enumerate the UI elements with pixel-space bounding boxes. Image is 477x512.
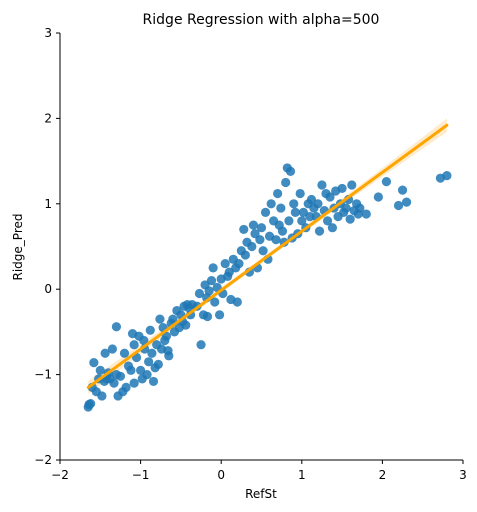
data-point: [305, 212, 315, 222]
data-point: [325, 192, 335, 202]
data-point: [361, 209, 371, 219]
y-axis-ticks: −2 −1 0 1 2 3: [34, 26, 60, 467]
data-point: [297, 216, 307, 226]
data-point: [168, 314, 178, 324]
data-point: [239, 224, 249, 235]
data-point: [397, 185, 408, 195]
y-tick-label: 1: [44, 197, 52, 211]
x-tick-label: 1: [298, 468, 306, 482]
data-point: [442, 171, 452, 181]
data-point: [126, 365, 136, 375]
data-point: [100, 348, 110, 358]
data-point: [273, 188, 283, 199]
y-tick-label: −1: [34, 368, 52, 382]
x-tick-label: 3: [459, 468, 467, 482]
data-point: [401, 197, 412, 207]
data-point: [119, 348, 130, 358]
y-axis-label: Ridge_Pred: [11, 214, 25, 281]
data-point: [317, 180, 327, 190]
data-point: [121, 382, 131, 393]
data-point: [153, 359, 163, 369]
data-point: [258, 246, 268, 256]
data-point: [234, 258, 244, 269]
data-point: [248, 220, 259, 230]
data-point: [341, 203, 351, 213]
data-point: [290, 207, 300, 217]
data-point: [208, 263, 218, 273]
x-axis-label: RefSt: [245, 487, 277, 501]
data-point: [109, 378, 119, 388]
data-point: [284, 216, 294, 226]
data-point: [206, 276, 217, 286]
data-point: [295, 188, 305, 199]
data-point: [148, 376, 159, 387]
data-point: [281, 177, 291, 188]
data-point: [276, 203, 286, 213]
data-point: [277, 226, 288, 236]
x-axis-ticks: −2 −1 0 1 2 3: [51, 460, 467, 482]
data-point: [255, 235, 265, 245]
data-point: [214, 310, 225, 320]
y-tick-label: 3: [44, 26, 52, 40]
data-point: [247, 241, 257, 252]
x-tick-label: −1: [132, 468, 150, 482]
data-point: [393, 200, 404, 211]
data-point: [111, 322, 122, 332]
data-point: [271, 235, 281, 245]
data-point: [381, 176, 392, 187]
points-layer: [83, 163, 452, 412]
data-point: [373, 192, 383, 202]
data-point: [97, 391, 107, 401]
data-point: [129, 340, 139, 350]
chart-title: Ridge Regression with alpha=500: [143, 12, 380, 28]
data-point: [129, 378, 139, 388]
x-tick-label: 2: [379, 468, 387, 482]
data-point: [285, 166, 296, 176]
data-point: [194, 288, 205, 299]
data-point: [95, 365, 105, 375]
y-tick-label: 2: [44, 111, 52, 125]
fit-line-layer: [86, 123, 449, 389]
x-tick-label: −2: [51, 468, 69, 482]
data-point: [161, 331, 171, 341]
y-tick-label: 0: [44, 282, 52, 296]
data-point: [314, 226, 325, 236]
data-point: [240, 250, 250, 260]
data-point: [337, 183, 347, 194]
data-point: [147, 348, 157, 358]
data-point: [232, 297, 242, 307]
data-point: [289, 199, 299, 209]
y-tick-label: −2: [34, 453, 52, 467]
data-point: [145, 325, 155, 335]
data-point: [347, 180, 357, 190]
data-point: [202, 311, 213, 322]
data-point: [181, 320, 191, 330]
data-point: [210, 297, 220, 307]
data-point: [345, 214, 355, 224]
x-tick-label: 0: [217, 468, 225, 482]
data-point: [313, 199, 323, 209]
data-point: [115, 371, 126, 381]
regression-line: [86, 123, 449, 389]
data-point: [139, 335, 149, 346]
data-point: [107, 344, 117, 354]
data-point: [322, 216, 333, 226]
data-point: [164, 351, 174, 361]
data-point: [256, 223, 267, 233]
data-point: [220, 258, 230, 269]
data-point: [89, 358, 99, 368]
data-point: [155, 314, 165, 324]
data-point: [204, 286, 214, 296]
data-point: [196, 340, 206, 350]
data-point: [266, 199, 276, 209]
data-point: [86, 399, 96, 409]
data-point: [327, 223, 338, 233]
data-point: [355, 203, 365, 213]
data-point: [260, 207, 271, 217]
data-point: [144, 357, 154, 367]
data-point: [142, 370, 152, 380]
